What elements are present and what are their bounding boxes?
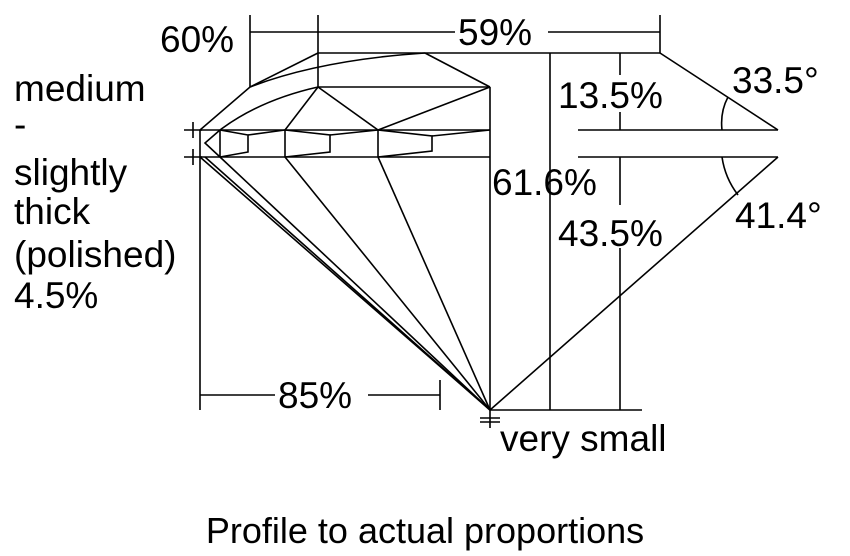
label: 13.5%	[558, 75, 663, 116]
girdle-label: slightly	[14, 152, 128, 193]
label: 85%	[278, 375, 352, 416]
girdle-label: -	[14, 104, 26, 145]
caption: Profile to actual proportions	[206, 510, 644, 551]
label: 43.5%	[558, 213, 663, 254]
girdle-label: medium	[14, 68, 146, 109]
label: 60%	[160, 19, 234, 60]
girdle-label: (polished)	[14, 234, 176, 275]
girdle-label: thick	[14, 191, 91, 232]
label: 61.6%	[492, 162, 597, 203]
diamond-drawing	[184, 15, 779, 428]
label: 41.4°	[735, 195, 822, 236]
label: 33.5°	[732, 60, 819, 101]
girdle-label: 4.5%	[14, 275, 98, 316]
label: very small	[500, 418, 667, 459]
label: 59%	[458, 12, 532, 53]
